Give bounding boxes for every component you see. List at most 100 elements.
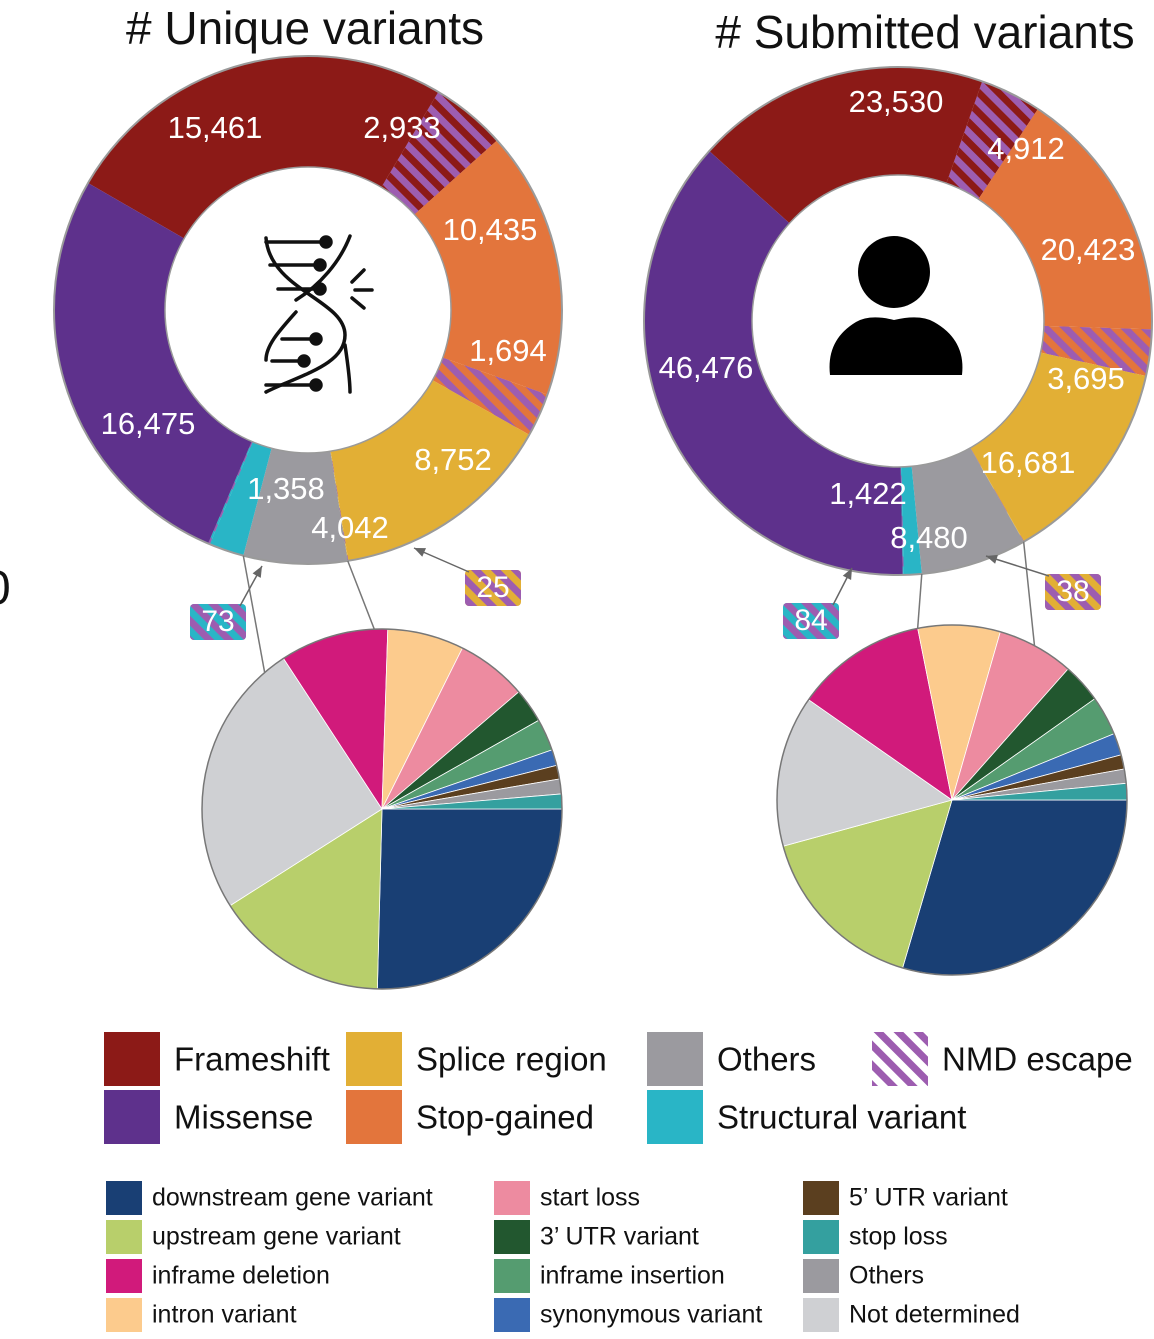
legend-item-stop-loss: stop loss [803,1220,948,1254]
callout-arrowhead [414,548,426,557]
dna-strand-left [264,236,347,394]
others-breakdown-pie-unique [201,555,563,990]
break-spark [350,268,366,284]
donut-label-structural-variant: 1,422 [829,476,907,511]
callout-value: 25 [476,571,509,604]
donut-label-missense: 16,475 [101,406,196,441]
legend-swatch [106,1259,142,1293]
legend-item-inframe-deletion: inframe deletion [106,1259,330,1293]
nmd-callout-84: 84 [783,567,853,639]
donut-label-frameshift-nmd: 2,933 [363,110,441,145]
callout-stripe [783,603,839,639]
nmd-stripe-overlay [330,451,349,561]
chart-title-submitted: # Submitted variants [715,6,1134,58]
donut-label-frameshift-nmd: 4,912 [987,131,1065,166]
legend-item-start-loss: start loss [494,1181,640,1215]
dna-node [297,354,311,368]
dna-break-icon [264,234,374,394]
legend-item-upstream: upstream gene variant [106,1220,401,1254]
legend-item-missense: Missense [104,1090,313,1144]
breakdown-legend: downstream gene variant upstream gene var… [106,1181,1020,1332]
dna-node [319,235,333,249]
dna-node [309,332,323,346]
dna-node [313,258,327,272]
chart-title-unique: # Unique variants [126,2,484,54]
donut-slice-others [911,447,1024,574]
legend-label: Not determined [849,1301,1020,1329]
donut-label-others: 4,042 [311,510,389,545]
legend-label: 5’ UTR variant [849,1184,1008,1212]
legend-label: Stop-gained [416,1099,594,1136]
donut-label-others: 8,480 [890,520,968,555]
nmd-callout-38: 38 [985,554,1101,610]
donut-outline [53,55,563,565]
others-breakdown-pie-submitted [776,541,1128,976]
callout-arrowhead [252,566,262,578]
callout-value: 38 [1056,575,1089,608]
legend-label: Missense [174,1099,313,1136]
legend-swatch [494,1220,530,1254]
legend-swatch [346,1090,402,1144]
legend-swatch [494,1259,530,1293]
legend-swatch [647,1090,703,1144]
donut-slice-missense [644,151,903,575]
legend-swatch [104,1090,160,1144]
legend-item-utr3: 3’ UTR variant [494,1220,699,1254]
legend-swatch [494,1181,530,1215]
legend-item-inframe-insertion: inframe insertion [494,1259,725,1293]
donut-slice-others [243,448,348,565]
callout-value: 84 [794,604,827,637]
legend-item-downstream: downstream gene variant [106,1181,433,1215]
nmd-stripe-overlay [432,357,548,435]
donut-slice-structural-variant [209,441,272,556]
donut-slice-stop-gained [978,109,1152,330]
donut-label-frameshift: 23,530 [849,84,944,119]
legend-label: Splice region [416,1041,607,1078]
legend-swatch [106,1298,142,1332]
person-body [829,317,963,375]
legend-label: inframe insertion [540,1262,725,1290]
legend-swatch [346,1032,402,1086]
breakdown-slice-downstream [376,808,563,990]
person-head [858,236,930,308]
legend-item-synonymous: synonymous variant [494,1298,762,1332]
edge-label: 0 [0,562,11,615]
nmd-stripe-overlay [946,81,1038,200]
donut-label-stop-gained: 20,423 [1041,232,1136,267]
nmd-stripe-overlay [381,91,498,215]
legend-item-stop-gained: Stop-gained [346,1090,594,1144]
donut-slice-splice-region [330,380,530,561]
person-icon [829,236,963,375]
break-spark [350,296,366,310]
donut-label-stop-gained-nmd: 3,695 [1047,361,1125,396]
legend-item-others: Others [647,1032,816,1086]
nmd-callout-25: 25 [413,547,521,606]
donut-slice-stop-gained [414,140,563,395]
breakdown-outline [201,628,563,990]
legend-label: stop loss [849,1223,948,1251]
chart-layer: 15,461 2,933 10,435 1,694 8,752 4,042 1,358 16,… [53,55,1153,1332]
nmd-stripe-overlay [900,466,904,575]
nmd-stripe-overlay [970,447,1025,542]
donut-label-frameshift: 15,461 [168,110,263,145]
donut-outline [643,66,1153,576]
legend-item-utr5: 5’ UTR variant [803,1181,1008,1215]
donut-label-stop-gained-nmd: 1,694 [469,333,547,368]
donut-hole [164,166,452,454]
donut-label-splice-region: 8,752 [414,442,492,477]
callout-stripe [465,570,521,606]
legend-swatch [803,1220,839,1254]
donut-label-splice-region: 16,681 [981,445,1076,480]
dna-node [309,378,323,392]
legend-swatch-stripes [872,1032,928,1086]
legend-label: synonymous variant [540,1301,762,1329]
legend-item-not-determined: Not determined [803,1298,1020,1332]
callout-arrowhead [842,568,852,580]
callout-stripe [190,604,246,640]
nmd-stripe-overlay [1040,325,1152,376]
donut-slice-frameshift [88,56,439,239]
legend-swatch [803,1181,839,1215]
legend-swatch [106,1220,142,1254]
legend-label: start loss [540,1184,640,1212]
legend-item-others: Others [803,1259,924,1293]
